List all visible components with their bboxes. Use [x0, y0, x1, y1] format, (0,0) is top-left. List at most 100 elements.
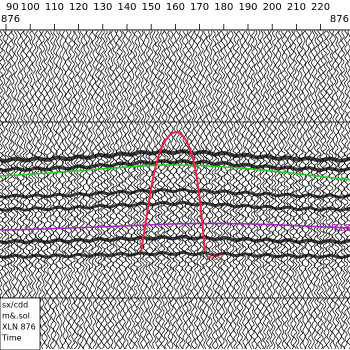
trace	[286, 30, 293, 350]
trace	[231, 30, 239, 350]
trace	[117, 30, 124, 350]
trace	[289, 30, 295, 350]
trace-axis: 876 876 90 100 110 120 130 140 150 160 170 180 190…	[0, 0, 350, 30]
trace	[13, 30, 19, 350]
reflector-bands	[0, 149, 350, 260]
reflector	[0, 201, 350, 212]
trace	[31, 30, 37, 350]
axis-label: 180	[214, 2, 233, 13]
horizon-h	[0, 164, 350, 181]
trace	[123, 30, 131, 350]
reflector	[0, 251, 350, 260]
trace	[0, 30, 5, 350]
trace	[216, 30, 224, 350]
trace	[49, 30, 55, 350]
trace	[270, 30, 277, 350]
trace	[127, 30, 133, 350]
info-box: sx/cdd m&.sol XLN 876 Time	[0, 297, 41, 350]
axis-label: 160	[166, 2, 185, 13]
horizon-label: T15	[331, 223, 350, 234]
trace	[9, 30, 17, 350]
trace	[276, 30, 283, 350]
trace	[307, 30, 314, 350]
trace	[274, 30, 280, 350]
trace	[18, 30, 25, 350]
trace	[25, 30, 31, 350]
trace	[61, 30, 67, 350]
horizon-t15	[0, 222, 350, 231]
reflector	[0, 235, 350, 245]
axis-label: 100	[21, 2, 40, 13]
trace	[85, 30, 91, 350]
trace	[213, 30, 221, 350]
axis-label: 130	[93, 2, 112, 13]
axis-label: 90	[6, 2, 19, 13]
trace	[343, 30, 350, 350]
reflector	[0, 149, 350, 163]
trace	[244, 30, 250, 350]
trace	[225, 30, 232, 350]
axis-sub-label: 876	[1, 14, 20, 25]
trace	[238, 30, 245, 350]
trace	[111, 30, 118, 350]
trace	[0, 30, 7, 350]
trace	[88, 30, 95, 350]
reflector	[0, 159, 350, 173]
trace	[70, 30, 76, 350]
trace	[249, 30, 257, 350]
trace	[279, 30, 287, 350]
seismic-traces	[0, 30, 350, 350]
trace	[106, 31, 113, 350]
trace	[321, 30, 329, 350]
trace	[45, 30, 53, 350]
trace	[64, 30, 70, 350]
info-line: Time	[1, 334, 22, 343]
trace	[82, 30, 88, 350]
trace	[94, 30, 100, 350]
horizon-rez	[140, 130, 206, 253]
trace	[79, 30, 85, 350]
trace	[66, 30, 74, 350]
trace	[255, 30, 262, 350]
trace	[229, 30, 235, 350]
axis-sub-label: 876	[330, 14, 349, 25]
axis-label: 140	[117, 2, 136, 13]
trace	[337, 30, 343, 350]
trace	[331, 30, 337, 350]
trace	[3, 30, 11, 350]
trace	[147, 30, 154, 350]
trace	[318, 31, 325, 350]
trace	[36, 30, 43, 350]
trace	[327, 30, 335, 350]
info-line: m&.sol	[2, 312, 30, 321]
axis-label: 210	[287, 2, 306, 13]
trace	[97, 30, 104, 350]
trace	[73, 30, 79, 350]
trace	[292, 30, 298, 350]
axis-label: 110	[45, 2, 64, 13]
axis-label: 220	[311, 2, 330, 13]
trace	[27, 30, 34, 350]
axis-label: 150	[142, 2, 161, 13]
trace	[115, 30, 122, 350]
info-line: sx/cdd	[2, 301, 28, 310]
trace	[283, 30, 290, 350]
trace	[267, 30, 275, 350]
trace	[310, 30, 316, 350]
trace	[34, 30, 40, 350]
trace	[247, 30, 253, 350]
trace	[52, 30, 58, 350]
trace	[130, 30, 136, 350]
trace	[265, 30, 272, 349]
reflector	[0, 188, 350, 199]
trace	[304, 30, 310, 349]
info-line: XLN 876	[2, 323, 36, 332]
trace	[39, 30, 46, 350]
trace	[55, 30, 61, 350]
trace	[334, 30, 341, 350]
axis-label: 190	[238, 2, 257, 13]
trace	[108, 30, 116, 350]
axis-label: 170	[190, 2, 209, 13]
